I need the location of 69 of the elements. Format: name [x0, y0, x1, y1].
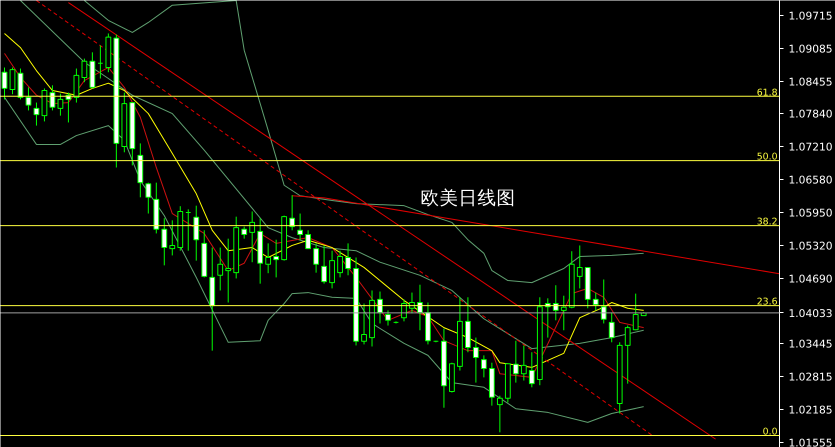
text: 欧美日线图	[420, 187, 516, 209]
candlestick	[600, 278, 607, 324]
candlestick	[409, 292, 415, 314]
y-tick-label: 1.05950	[788, 206, 833, 220]
annotation: 38.2	[756, 216, 778, 228]
candlestick	[297, 213, 304, 241]
candlestick	[632, 293, 639, 331]
candlestick	[74, 68, 80, 104]
candlestick	[225, 238, 232, 304]
candlestick	[289, 194, 296, 231]
y-tick-label: 1.02185	[788, 404, 833, 417]
candlestick	[313, 242, 319, 274]
annotation: 0.0	[762, 426, 778, 438]
candlestick	[265, 242, 272, 274]
candlestick	[145, 182, 152, 214]
candlestick	[10, 67, 16, 95]
line-series	[84, 0, 644, 284]
candlestick	[528, 352, 535, 388]
y-tick-label: 1.04033	[788, 306, 833, 320]
candlestick	[161, 218, 168, 266]
annotation: 50.0	[756, 152, 778, 163]
candlestick	[305, 230, 311, 250]
candlestick	[58, 93, 64, 116]
candlestick	[496, 395, 503, 433]
candlestick	[2, 67, 8, 100]
annotation: 61.8	[756, 87, 778, 98]
line-series	[20, 0, 644, 350]
candlestick	[576, 244, 583, 289]
y-tick-label: 1.07840	[788, 108, 833, 121]
candlestick	[624, 325, 631, 384]
candlestick	[345, 242, 351, 276]
candlestick	[520, 344, 527, 381]
y-tick-label: 1.05320	[788, 239, 833, 252]
candlestick	[81, 58, 88, 83]
candlestick	[50, 84, 56, 111]
candlestick	[97, 45, 104, 79]
candlestick	[185, 208, 192, 252]
candlestick	[592, 292, 599, 311]
y-tick-label: 1.02815	[788, 370, 833, 384]
candlestick	[34, 102, 40, 126]
candlestick	[241, 226, 248, 240]
y-tick-label: 1.09085	[788, 42, 833, 56]
y-tick-label: 1.06580	[788, 174, 833, 187]
y-tick-label: 1.07210	[788, 140, 833, 154]
y-tick-label: 1.09715	[788, 9, 833, 22]
candlestick	[193, 205, 200, 262]
y-tick-label: 1.04690	[788, 272, 833, 286]
y-tick-label: 1.01555	[788, 436, 833, 447]
candlestick	[377, 291, 383, 324]
candlestick	[560, 295, 567, 331]
y-tick-label: 1.08455	[788, 75, 833, 88]
candlestick	[417, 284, 423, 331]
candlestick	[26, 86, 32, 111]
candlestick	[169, 220, 176, 256]
y-tick-label: 1.03445	[788, 338, 833, 351]
candlestick	[608, 312, 615, 343]
candlestick	[66, 92, 72, 123]
line-series	[4, 96, 644, 423]
annotation: 23.6	[756, 296, 778, 308]
candlestick	[217, 247, 224, 291]
candlestick	[337, 250, 343, 278]
candlestick	[480, 354, 487, 378]
candlestick	[385, 310, 391, 326]
candlestick	[361, 303, 367, 345]
candlestick	[472, 337, 479, 384]
candlestick	[273, 239, 280, 278]
candlestick	[329, 250, 335, 289]
candlestick	[512, 340, 519, 384]
candlestick	[321, 244, 327, 284]
